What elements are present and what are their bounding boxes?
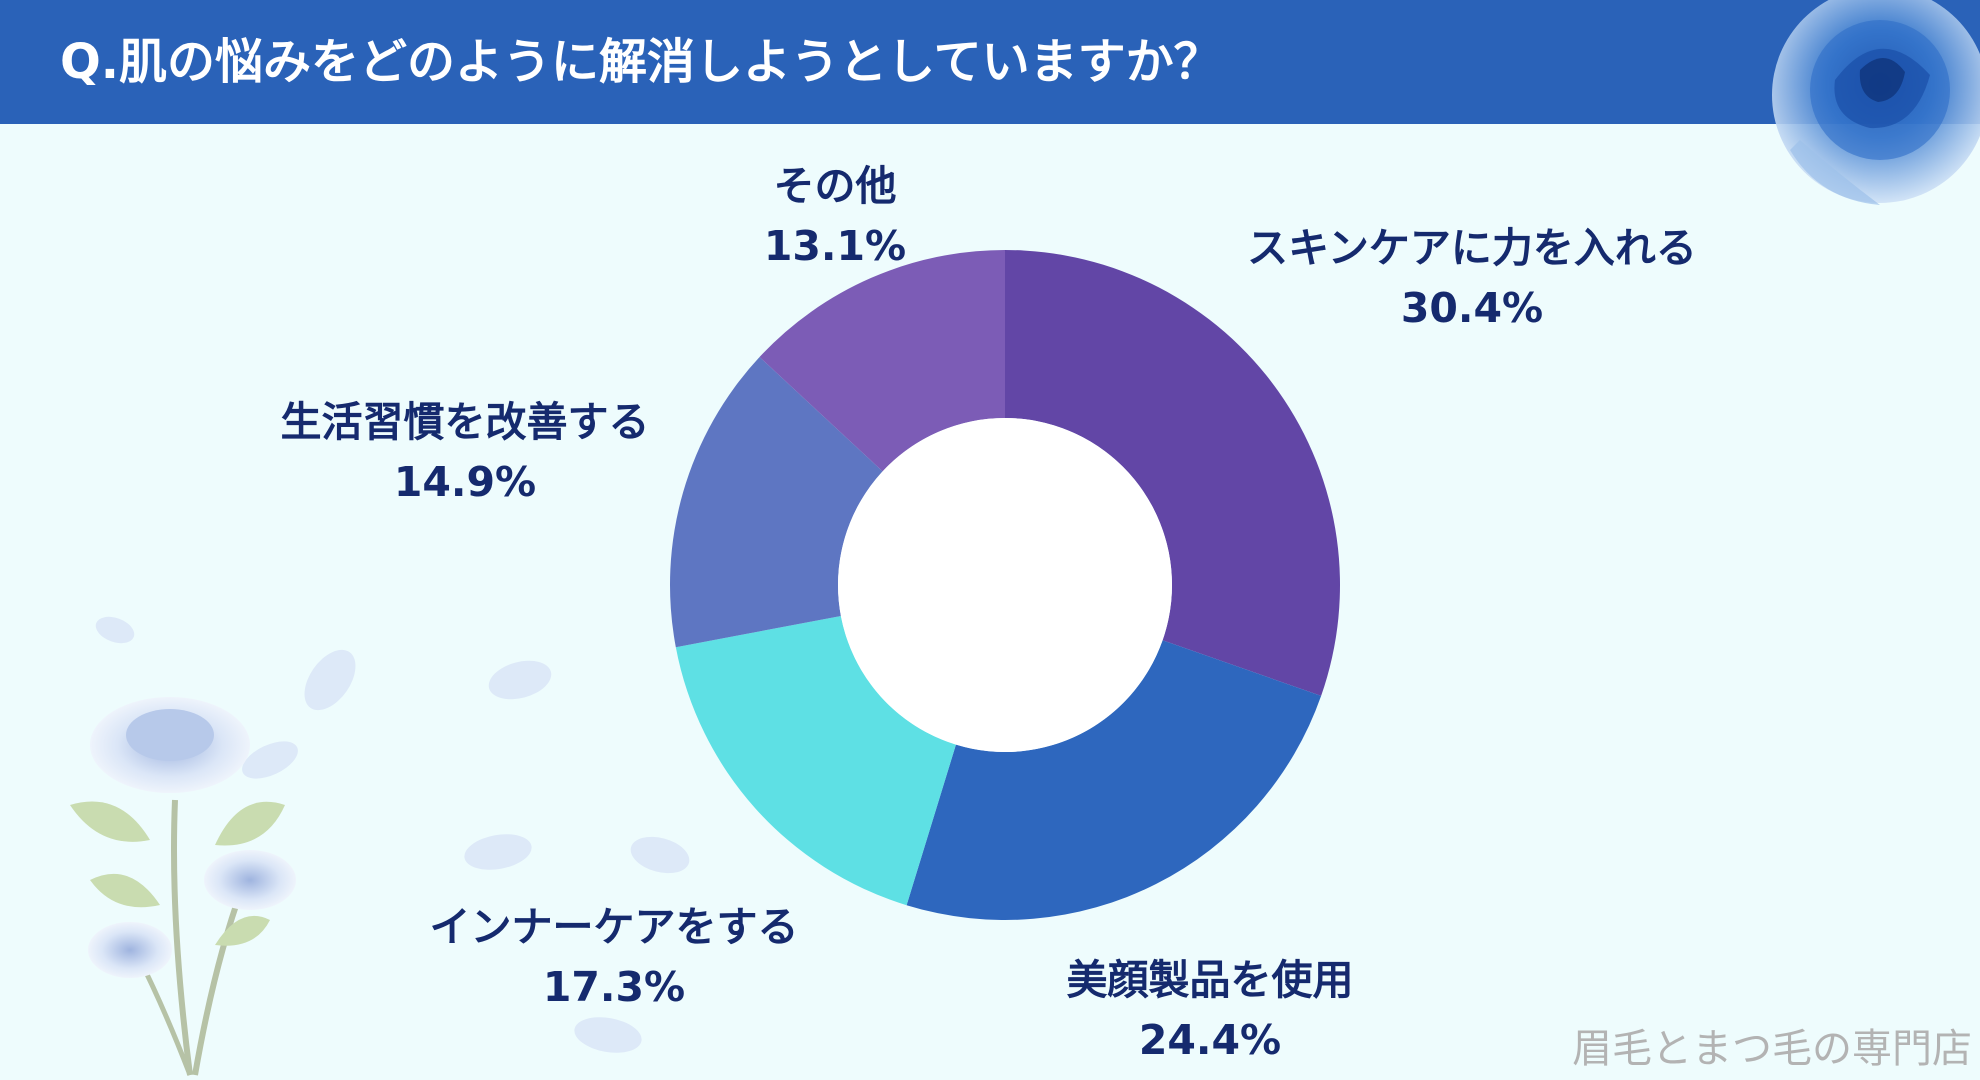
slice-label-beauty-device: 美顔製品を使用 24.4% xyxy=(910,950,1510,1070)
donut-slice-1 xyxy=(1005,250,1341,696)
slice-label-inner-care: インナーケアをする 17.3% xyxy=(314,897,914,1017)
donut-slice-2 xyxy=(906,640,1322,921)
slice-category-label: 生活習慣を改善する xyxy=(280,398,650,446)
blue-rose-icon xyxy=(1772,0,1980,205)
slice-percent-label: 13.1% xyxy=(763,222,907,270)
donut-slice-4 xyxy=(670,357,883,648)
slice-category-label: 美顔製品を使用 xyxy=(1066,956,1354,1004)
slice-percent-label: 30.4% xyxy=(1400,284,1544,332)
watermark: 眉毛とまつ毛の専門店 xyxy=(1572,1026,1972,1072)
slice-label-other: その他 13.1% xyxy=(535,156,1135,276)
donut-slice-3 xyxy=(675,616,956,906)
slice-percent-label: 24.4% xyxy=(1138,1016,1282,1064)
rose-bouquet-icon xyxy=(70,697,296,1076)
donut-slice-5 xyxy=(759,250,1005,472)
slice-percent-label: 17.3% xyxy=(542,963,686,1011)
donut-hole xyxy=(838,418,1172,752)
page-title: Q.肌の悩みをどのように解消しようとしていますか？ xyxy=(60,34,1222,90)
slice-category-label: その他 xyxy=(773,162,897,210)
slice-percent-label: 14.9% xyxy=(393,458,537,506)
slice-label-skincare: スキンケアに力を入れる 30.4% xyxy=(1172,218,1772,338)
chart-slices xyxy=(670,250,1341,921)
header-bar: Q.肌の悩みをどのように解消しようとしていますか？ xyxy=(0,0,1980,124)
slice-label-lifestyle: 生活習慣を改善する 14.9% xyxy=(165,392,765,512)
slice-category-label: インナーケアをする xyxy=(429,903,799,951)
petals-decoration xyxy=(95,616,690,1053)
slice-category-label: スキンケアに力を入れる xyxy=(1247,224,1697,272)
